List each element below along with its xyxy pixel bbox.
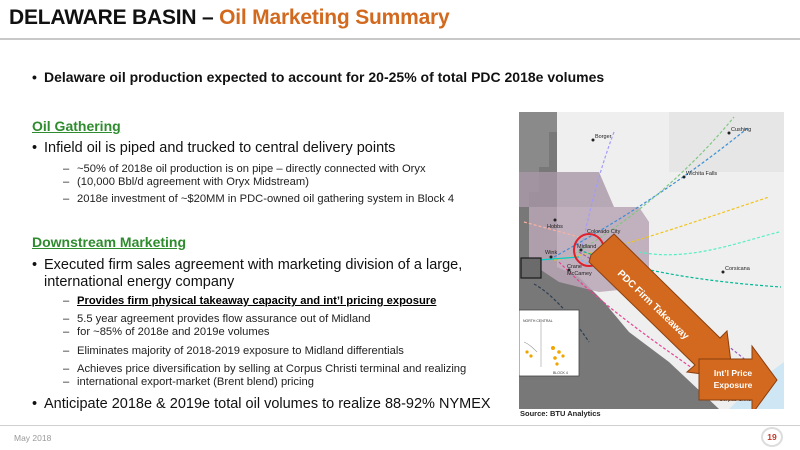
downstream-sub-2-cont-text: for ~85% of 2018e and 2019e volumes bbox=[77, 326, 270, 338]
footer-date: May 2018 bbox=[14, 433, 52, 443]
downstream-sub-4: Achieves price diversification by sellin… bbox=[63, 363, 466, 376]
city-borger: Borger bbox=[595, 134, 612, 140]
intro-bullet: Delaware oil production expected to acco… bbox=[32, 69, 604, 86]
oil-gathering-sub-1-cont: (10,000 Bbl/d agreement with Oryx Midstr… bbox=[63, 176, 309, 189]
footer-divider bbox=[0, 425, 800, 426]
city-colorado-city: Colorado City bbox=[587, 229, 621, 235]
pipeline-map-svg: Cushing Borger Wichita Falls Hobbs Color… bbox=[519, 112, 784, 409]
downstream-sub-2: 5.5 year agreement provides flow assuran… bbox=[63, 313, 371, 326]
oil-gathering-heading: Oil Gathering bbox=[32, 118, 121, 134]
city-crane: Crane bbox=[567, 264, 582, 270]
downstream-sub-2-cont: for ~85% of 2018e and 2019e volumes bbox=[63, 326, 270, 339]
title-sub: Oil Marketing Summary bbox=[219, 6, 450, 29]
inset-map: NORTH CENTRAL BLOCK 4 bbox=[519, 309, 580, 377]
downstream-sub-4-cont: international export-market (Brent blend… bbox=[63, 376, 314, 389]
title-divider bbox=[0, 38, 800, 40]
downstream-bullet-line-2: international energy company bbox=[44, 274, 235, 290]
page-number: 19 bbox=[761, 427, 783, 447]
city-midland: Midland bbox=[577, 244, 596, 250]
downstream-sub-1: Provides firm physical takeaway capacity… bbox=[63, 295, 437, 308]
inset-label-north-central: NORTH CENTRAL bbox=[523, 319, 553, 323]
downstream-heading: Downstream Marketing bbox=[32, 234, 187, 250]
delaware-basin-box bbox=[520, 257, 542, 279]
title-main: DELAWARE BASIN – bbox=[9, 6, 220, 29]
inset-label-block4: BLOCK 4 bbox=[553, 371, 568, 375]
oil-gathering-sub-1-cont-text: (10,000 Bbl/d agreement with Oryx Midstr… bbox=[77, 176, 309, 188]
downstream-sub-4-cont-text: international export-market (Brent blend… bbox=[77, 376, 314, 388]
city-corsicana: Corsicana bbox=[725, 266, 751, 272]
price-exposure-label-2: Exposure bbox=[714, 380, 753, 390]
downstream-sub-1-text: Provides firm physical takeaway capacity… bbox=[77, 295, 437, 307]
map-source: Source: BTU Analytics bbox=[520, 409, 601, 418]
oil-gathering-sub-1: ~50% of 2018e oil production is on pipe … bbox=[63, 163, 426, 176]
city-wink: Wink bbox=[545, 250, 557, 256]
oil-gathering-sub-2: 2018e investment of ~$20MM in PDC-owned … bbox=[63, 193, 454, 206]
downstream-sub-3: Eliminates majority of 2018-2019 exposur… bbox=[63, 345, 404, 358]
downstream-bullet: Executed firm sales agreement with marke… bbox=[32, 257, 463, 291]
city-cushing: Cushing bbox=[731, 127, 751, 133]
city-wichita-falls: Wichita Falls bbox=[686, 171, 717, 177]
price-exposure-label-1: Int’l Price bbox=[714, 368, 753, 378]
price-exposure-arrow: Int’l Price Exposure bbox=[698, 344, 778, 409]
page-title: DELAWARE BASIN – Oil Marketing Summary bbox=[9, 6, 450, 30]
final-bullet: Anticipate 2018e & 2019e total oil volum… bbox=[32, 396, 491, 413]
oil-gathering-bullet: Infield oil is piped and trucked to cent… bbox=[32, 140, 395, 157]
city-hobbs: Hobbs bbox=[547, 224, 563, 230]
downstream-bullet-line-1: Executed firm sales agreement with marke… bbox=[44, 257, 463, 273]
pipeline-map: Cushing Borger Wichita Falls Hobbs Color… bbox=[519, 112, 784, 409]
city-mccamey: McCamey bbox=[567, 271, 592, 277]
